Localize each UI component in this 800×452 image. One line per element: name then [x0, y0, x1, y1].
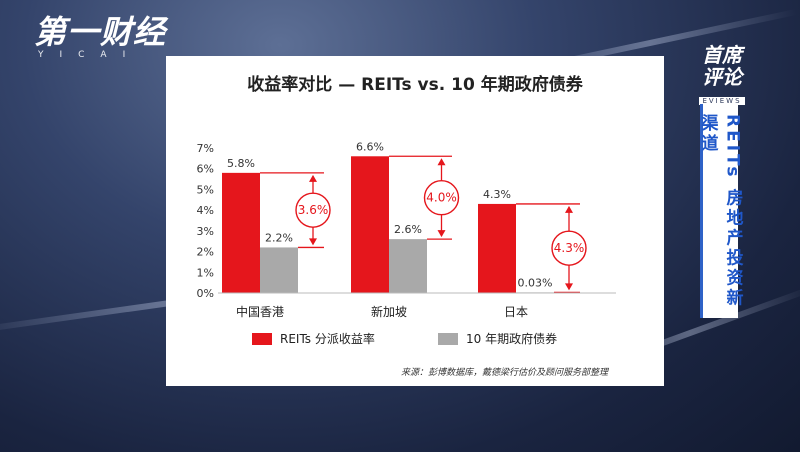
diff-circle — [423, 180, 460, 216]
difference-markers: 3.6% 4.0% 4.3% — [260, 155, 587, 294]
data-label-bond: 0.03% — [518, 276, 553, 289]
bars: 5.8% 2.2% 中国香港 6.6% 2.6% 新加坡 4.3% 0.03% 日本 — [222, 140, 554, 319]
category-label: 中国香港 — [236, 304, 284, 319]
channel-logo-sub: YICAI — [38, 50, 142, 60]
diff-arrow-head-down — [565, 283, 573, 291]
channel-logo: 第一财经 YICAI — [34, 16, 166, 60]
bar-reits — [222, 172, 260, 293]
chart-title: 收益率对比 — REITs vs. 10 年期政府债券 — [247, 74, 583, 95]
y-tick-label: 4% — [197, 204, 214, 217]
data-label-reits: 6.6% — [356, 140, 384, 153]
show-logo-line3: EVIEWS — [699, 97, 745, 105]
y-tick-label: 0% — [197, 287, 214, 300]
category-label: 新加坡 — [371, 304, 407, 319]
data-label-reits: 5.8% — [227, 157, 255, 170]
diff-arrow-head-down — [309, 238, 317, 246]
diff-arrow-head-down — [437, 230, 446, 238]
legend-label-bond: 10 年期政府债券 — [466, 331, 557, 346]
bar-reits — [478, 203, 516, 293]
show-logo-line2: 评论 — [702, 65, 742, 89]
legend-label-reits: REITs 分派收益率 — [280, 331, 375, 346]
show-logo-line1: 首席 — [702, 43, 742, 67]
legend-swatch-reits — [252, 333, 272, 345]
legend: REITs 分派收益率 10 年期政府债券 — [252, 331, 557, 346]
category-label: 日本 — [504, 305, 528, 319]
diff-arrow-head-up — [437, 158, 446, 166]
diff-arrow-head-up — [565, 205, 573, 213]
y-axis: 0% 1% 2% 3% 4% 5% 6% 7% — [197, 142, 214, 300]
chart-card: 收益率对比 — REITs vs. 10 年期政府债券 0% 1% 2% 3% 4% 5%… — [166, 56, 664, 386]
side-caption-text: REITs 房地产投资新渠道 — [697, 114, 743, 309]
bar-reits — [351, 156, 389, 293]
y-tick-label: 6% — [197, 163, 214, 176]
data-label-bond: 2.2% — [265, 231, 293, 244]
legend-swatch-bond — [438, 333, 458, 345]
bar-bond — [389, 239, 427, 293]
chart: 收益率对比 — REITs vs. 10 年期政府债券 0% 1% 2% 3% 4% 5%… — [197, 74, 616, 378]
difference-label: 3.6% — [298, 203, 329, 217]
side-caption: REITs 房地产投资新渠道 — [698, 104, 743, 318]
bar-bond — [260, 247, 298, 293]
channel-logo-text: 第一财经 — [34, 13, 167, 51]
y-tick-label: 2% — [197, 246, 214, 259]
y-tick-label: 1% — [197, 266, 214, 279]
show-logo: 首席 评论 EVIEWS — [690, 44, 754, 107]
y-tick-label: 5% — [197, 183, 214, 196]
diff-circle — [295, 192, 331, 228]
data-label-bond: 2.6% — [394, 223, 422, 236]
y-tick-label: 3% — [197, 225, 214, 238]
difference-label: 4.0% — [426, 191, 457, 205]
diff-circle — [551, 230, 587, 266]
source-note: 来源：彭博数据库，戴德梁行估价及顾问服务部整理 — [401, 367, 610, 378]
diff-arrow-head-up — [309, 174, 317, 182]
data-label-reits: 4.3% — [483, 188, 511, 201]
difference-label: 4.3% — [554, 241, 585, 255]
y-tick-label: 7% — [197, 142, 214, 155]
